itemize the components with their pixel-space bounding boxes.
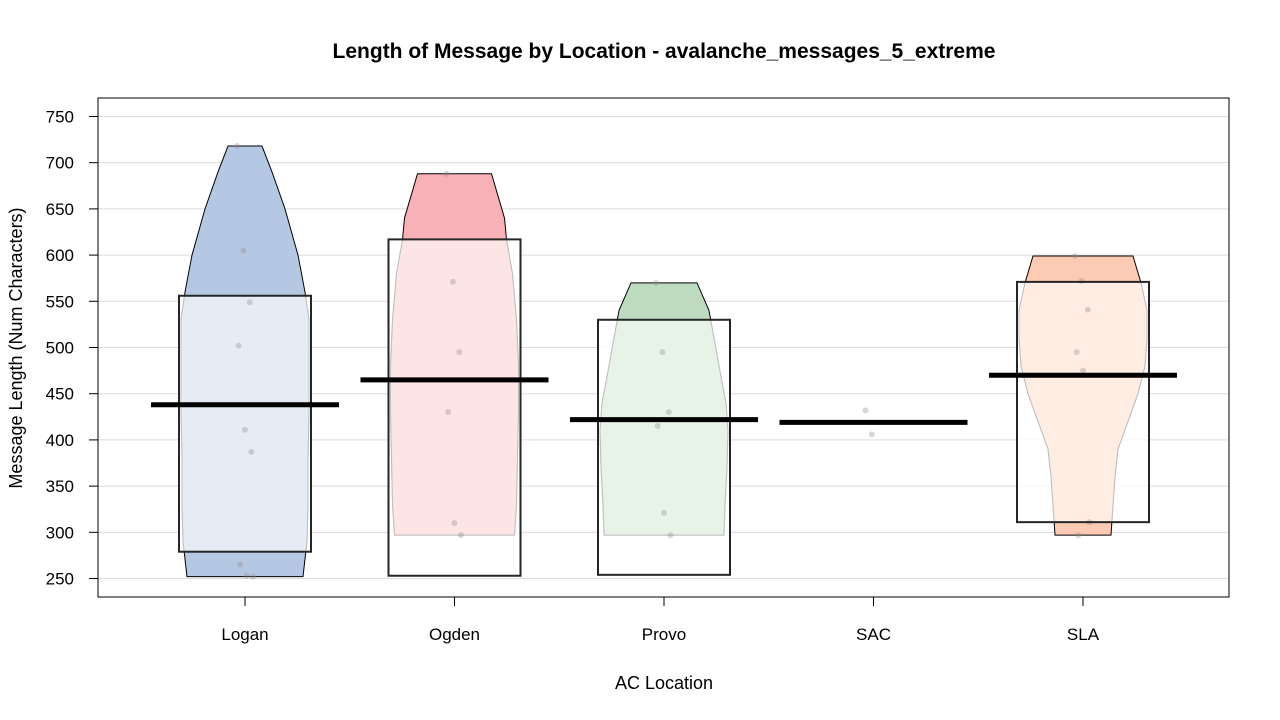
data-point — [868, 431, 875, 438]
group-logan — [151, 143, 339, 580]
box-fill — [1017, 281, 1149, 523]
box-fill — [388, 239, 521, 576]
inference-box — [178, 294, 312, 553]
y-tick-label: 350 — [46, 477, 74, 496]
x-axis-label: AC Location — [615, 673, 713, 693]
x-tick-label: Provo — [642, 625, 686, 644]
x-tick-label: SAC — [856, 625, 891, 644]
data-point — [237, 561, 244, 568]
violin-inner — [599, 319, 729, 536]
data-point — [661, 509, 667, 516]
y-tick-label: 700 — [46, 154, 74, 173]
data-point — [665, 409, 672, 416]
x-tick-label: Logan — [221, 625, 268, 644]
data-point — [653, 279, 659, 286]
y-tick-label: 400 — [46, 431, 74, 450]
group-provo — [570, 279, 758, 576]
x-tick-label: Ogden — [429, 625, 480, 644]
data-point — [443, 170, 450, 177]
data-point — [449, 278, 456, 285]
violin-inner — [390, 239, 519, 536]
data-point — [862, 407, 869, 414]
violin-inner — [1018, 281, 1148, 523]
box-fill — [179, 295, 311, 552]
y-tick-label: 600 — [46, 246, 74, 265]
data-point — [659, 349, 666, 356]
data-point — [1073, 349, 1080, 356]
data-point — [240, 247, 247, 254]
y-tick-label: 550 — [46, 292, 74, 311]
data-point — [1072, 253, 1078, 260]
data-point — [1084, 306, 1091, 313]
data-point — [242, 426, 248, 433]
data-point — [1080, 367, 1086, 374]
data-point — [248, 448, 255, 455]
data-point — [250, 573, 256, 580]
violin-inner — [180, 295, 310, 552]
inference-box — [597, 318, 731, 576]
y-axis-label: Message Length (Num Characters) — [6, 207, 26, 488]
y-tick-label: 750 — [46, 107, 74, 126]
data-point — [456, 349, 463, 356]
data-point — [246, 299, 253, 306]
y-tick-label: 650 — [46, 200, 74, 219]
data-point — [451, 520, 458, 527]
data-point — [667, 532, 674, 539]
data-point — [457, 532, 464, 539]
data-point — [235, 342, 242, 349]
box-fill — [598, 319, 730, 575]
chart-title: Length of Message by Location - avalanch… — [333, 40, 996, 63]
y-tick-label: 250 — [46, 570, 74, 589]
inference-box — [387, 238, 522, 577]
axes: 250 300 350 400 450 500 550 600 650 700 750 Logan Og… — [46, 107, 1100, 644]
x-tick-label: SLA — [1067, 625, 1100, 644]
data-point — [234, 143, 240, 150]
group-sac — [779, 407, 968, 438]
data-point — [654, 423, 661, 430]
y-tick-label: 500 — [46, 339, 74, 358]
data-point — [445, 409, 452, 416]
group-ogden — [360, 170, 549, 577]
y-tick-label: 450 — [46, 385, 74, 404]
data-point — [1075, 532, 1082, 539]
data-point — [243, 572, 250, 579]
group-sla — [989, 253, 1177, 539]
y-tick-label: 300 — [46, 523, 74, 542]
inference-box — [1016, 280, 1150, 524]
plot-area — [151, 143, 1177, 580]
